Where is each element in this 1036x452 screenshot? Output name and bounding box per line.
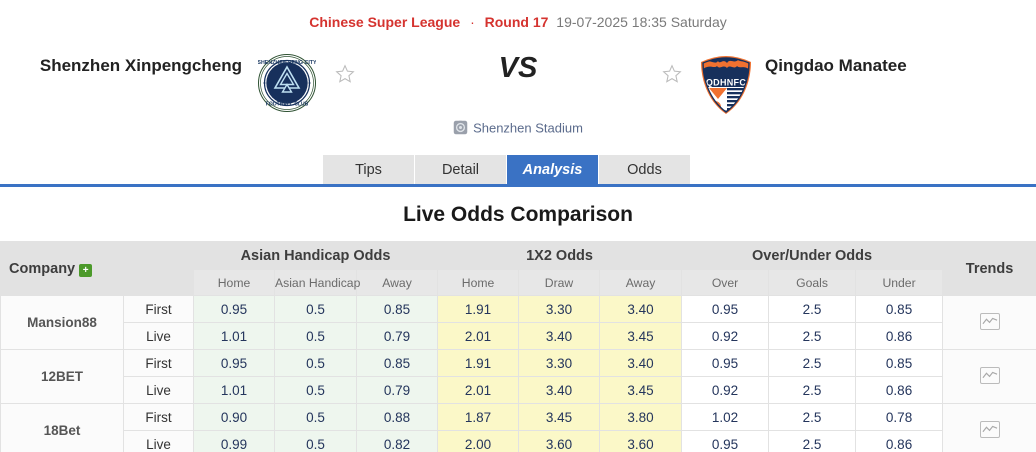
svg-text:FOOTBALL CLUB: FOOTBALL CLUB [266,102,309,108]
svg-text:QDHNFC: QDHNFC [706,78,746,88]
svg-text:SHENZHEN PENG CITY: SHENZHEN PENG CITY [258,60,316,66]
